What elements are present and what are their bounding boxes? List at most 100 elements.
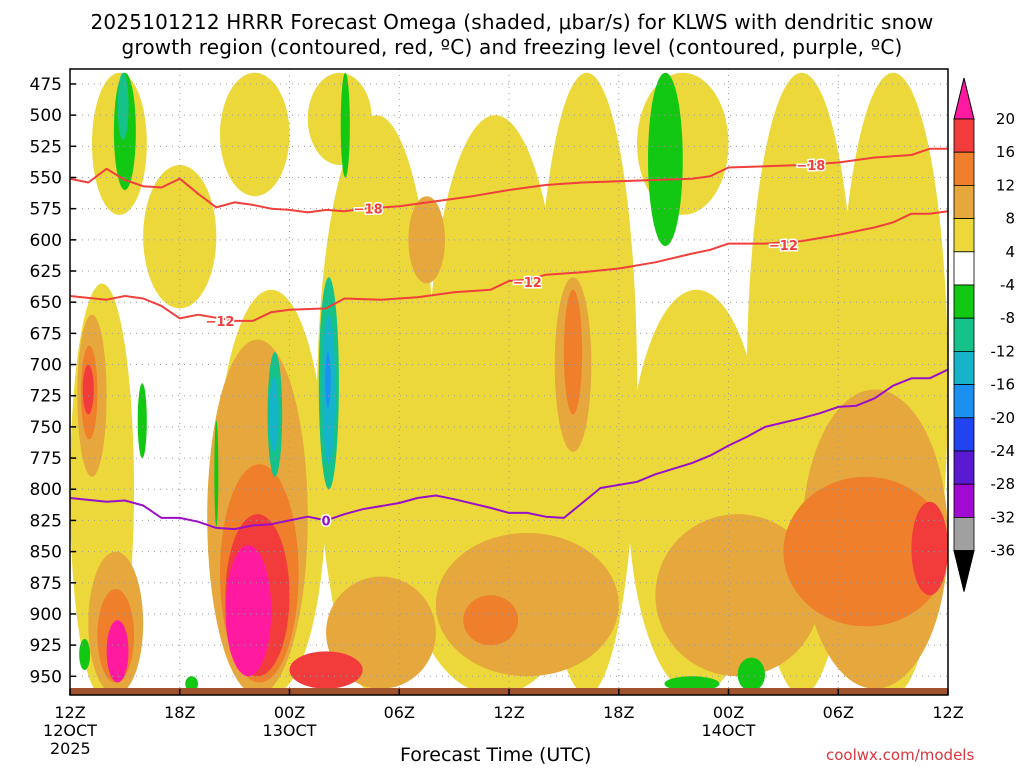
y-tick-label: 725 [30, 387, 62, 407]
y-tick-label: 925 [30, 636, 62, 656]
y-tick-label: 950 [30, 667, 62, 687]
y-tick-label: 500 [30, 106, 62, 126]
contour-label: −12 [205, 315, 234, 330]
x-tick-label: 00Z [274, 703, 305, 722]
contour-label: −12 [769, 239, 798, 254]
x-tick-label: 18Z [603, 703, 634, 722]
downward-motion-band [737, 657, 766, 692]
omega-shading [70, 72, 948, 695]
colorbar-segment [953, 417, 975, 452]
upward-motion-band [463, 595, 519, 646]
grid-lines [69, 69, 949, 695]
site-credit-link[interactable]: coolwx.com/models [826, 746, 975, 764]
downward-motion-band [214, 420, 219, 527]
upward-motion-band [316, 115, 436, 695]
upward-motion-band [219, 72, 290, 197]
y-tick-label: 700 [30, 356, 62, 376]
downward-motion-band [185, 676, 199, 692]
contour-label: 0 [322, 514, 331, 529]
upward-motion-band [225, 545, 272, 677]
colorbar-tick-label: 20 [996, 110, 1015, 128]
downward-motion-band [79, 638, 91, 671]
downward-motion-band [340, 72, 350, 178]
y-tick-label: 550 [30, 168, 62, 188]
x-tick-label: 12Z [932, 703, 963, 722]
downward-motion-band [137, 383, 147, 459]
x-tick-label: 18Z [164, 703, 195, 722]
colorbar-segment [953, 483, 975, 518]
colorbar-tick-label: -24 [991, 442, 1016, 460]
downward-motion-band [325, 352, 331, 409]
upward-motion-band [655, 514, 820, 677]
y-tick-label: 850 [30, 543, 62, 563]
colorbar-segment [953, 251, 975, 286]
contour-label: −12 [513, 276, 542, 291]
colorbar-tick-label: 12 [996, 176, 1015, 194]
contour-line [70, 368, 948, 531]
downward-motion-band [269, 377, 279, 452]
colorbar-tick-label: 8 [1005, 210, 1015, 228]
colorbar-segment [953, 284, 975, 319]
y-tick-label: 900 [30, 605, 62, 625]
contour-label: −18 [354, 203, 383, 218]
colorbar-tick-label: -12 [991, 342, 1016, 360]
y-tick-label: 575 [30, 200, 62, 220]
x-tick-label: 12Z [493, 703, 524, 722]
x-tick-label: 06Z [823, 703, 854, 722]
y-tick-label: 750 [30, 418, 62, 438]
downward-motion-band [117, 72, 129, 141]
y-tick-label: 600 [30, 231, 62, 251]
y-tick-label: 800 [30, 480, 62, 500]
y-tick-label: 650 [30, 293, 62, 313]
x-tick-label: 14OCT [702, 721, 756, 740]
colorbar-top-arrow [953, 77, 975, 120]
upward-motion-band [408, 196, 445, 284]
colorbar-segment [953, 317, 975, 352]
upward-motion-band [435, 532, 619, 677]
upward-motion-band [289, 651, 363, 689]
colorbar-segment [953, 184, 975, 219]
y-tick-label: 675 [30, 324, 62, 344]
colorbar-segment [953, 151, 975, 186]
x-tick-label: 06Z [384, 703, 415, 722]
colorbar-tick-label: -20 [991, 409, 1016, 427]
y-tick-label: 875 [30, 574, 62, 594]
colorbar-tick-label: 4 [1005, 243, 1015, 261]
upward-motion-band [106, 620, 129, 683]
colorbar-segment [953, 384, 975, 419]
upward-motion-band [783, 476, 948, 627]
x-tick-label: 2025 [50, 739, 91, 758]
colorbar-tick-label: -4 [1000, 276, 1015, 294]
upward-motion-band [143, 165, 217, 309]
isotherm-contours: −18 −18 −12 −12 −12 0 [70, 147, 948, 531]
colorbar-tick-label: -16 [991, 376, 1016, 394]
y-tick-label: 475 [30, 75, 62, 95]
colorbar-segment [953, 218, 975, 253]
colorbar-segment [953, 118, 975, 153]
y-tick-label: 625 [30, 262, 62, 282]
colorbar-tick-label: 16 [996, 143, 1015, 161]
colorbar-bottom-arrow [953, 550, 975, 592]
x-tick-label: 12Z [54, 703, 85, 722]
colorbar-segment [953, 517, 975, 552]
upward-motion-band [911, 501, 948, 596]
upward-motion-band [563, 289, 583, 415]
y-tick-label: 775 [30, 449, 62, 469]
contour-line [70, 147, 948, 214]
colorbar: 20 16 12 8 4 -4 -8 -12 -16 -20 -24 -28 -32 -36 [953, 77, 1016, 592]
colorbar-tick-label: -36 [991, 542, 1016, 560]
y-tick-label: 825 [30, 511, 62, 531]
chart-title-line-2: growth region (contoured, red, ºC) and f… [121, 35, 903, 59]
chart-title-line-1: 2025101212 HRRR Forecast Omega (shaded, … [90, 10, 934, 34]
contour-line [70, 210, 948, 322]
x-axis-title: Forecast Time (UTC) [400, 744, 592, 766]
x-tick-label: 00Z [713, 703, 744, 722]
colorbar-tick-label: -28 [991, 475, 1016, 493]
x-tick-label: 12OCT [43, 721, 97, 740]
y-axis: 475 500 525 550 575 600 625 650 675 700 725 750 775 8… [30, 75, 76, 687]
y-tick-label: 525 [30, 137, 62, 157]
downward-motion-band [664, 676, 720, 692]
colorbar-tick-label: -32 [991, 508, 1016, 526]
